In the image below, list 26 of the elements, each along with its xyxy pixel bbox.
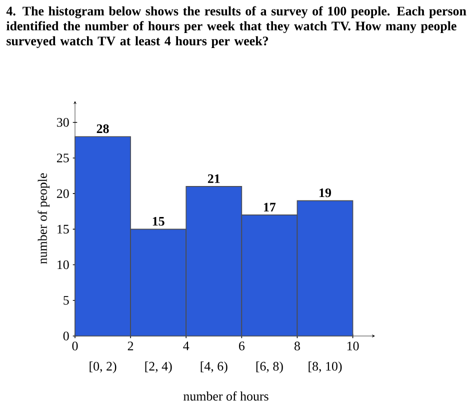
y-tick-label: 5 <box>64 296 69 305</box>
y-axis-title: number of people <box>38 173 50 264</box>
text: [6, 8) <box>256 362 283 374</box>
y-tick-label: 0 <box>63 332 69 340</box>
x-tick-label: 6 <box>239 342 245 350</box>
chart-title: 4. The histogram below shows the results of a survey of 100 people. Each person identified the number of hours per week that they watch TV. How many people surveyed watch TV at least 4 hours per week? <box>6 6 466 48</box>
x-tick-label: 2 <box>128 342 134 350</box>
y-tick-label: 25 <box>56 154 69 162</box>
data-label: 28 <box>96 124 109 134</box>
y-tick-label: 20 <box>56 189 69 198</box>
x-axis-title: number of hours <box>184 391 268 401</box>
x-tick-label: 0 <box>72 342 78 350</box>
data-label: 21 <box>208 174 220 183</box>
x-tick-label: 8 <box>294 342 300 350</box>
text: [4, 6) <box>200 362 228 374</box>
text: [2, 4) <box>145 362 172 374</box>
text: [0, 2) <box>90 362 116 374</box>
text: [8, 10) <box>308 362 342 374</box>
x-tick-label: 10 <box>347 342 359 350</box>
y-tick-label: 10 <box>58 260 69 270</box>
data-label: 15 <box>152 216 164 226</box>
data-label: 17 <box>264 202 276 212</box>
data-label: 19 <box>320 188 332 198</box>
x-tick-label: 4 <box>183 342 190 350</box>
y-tick-label: 30 <box>57 118 69 127</box>
y-tick-label: 15 <box>58 224 69 234</box>
